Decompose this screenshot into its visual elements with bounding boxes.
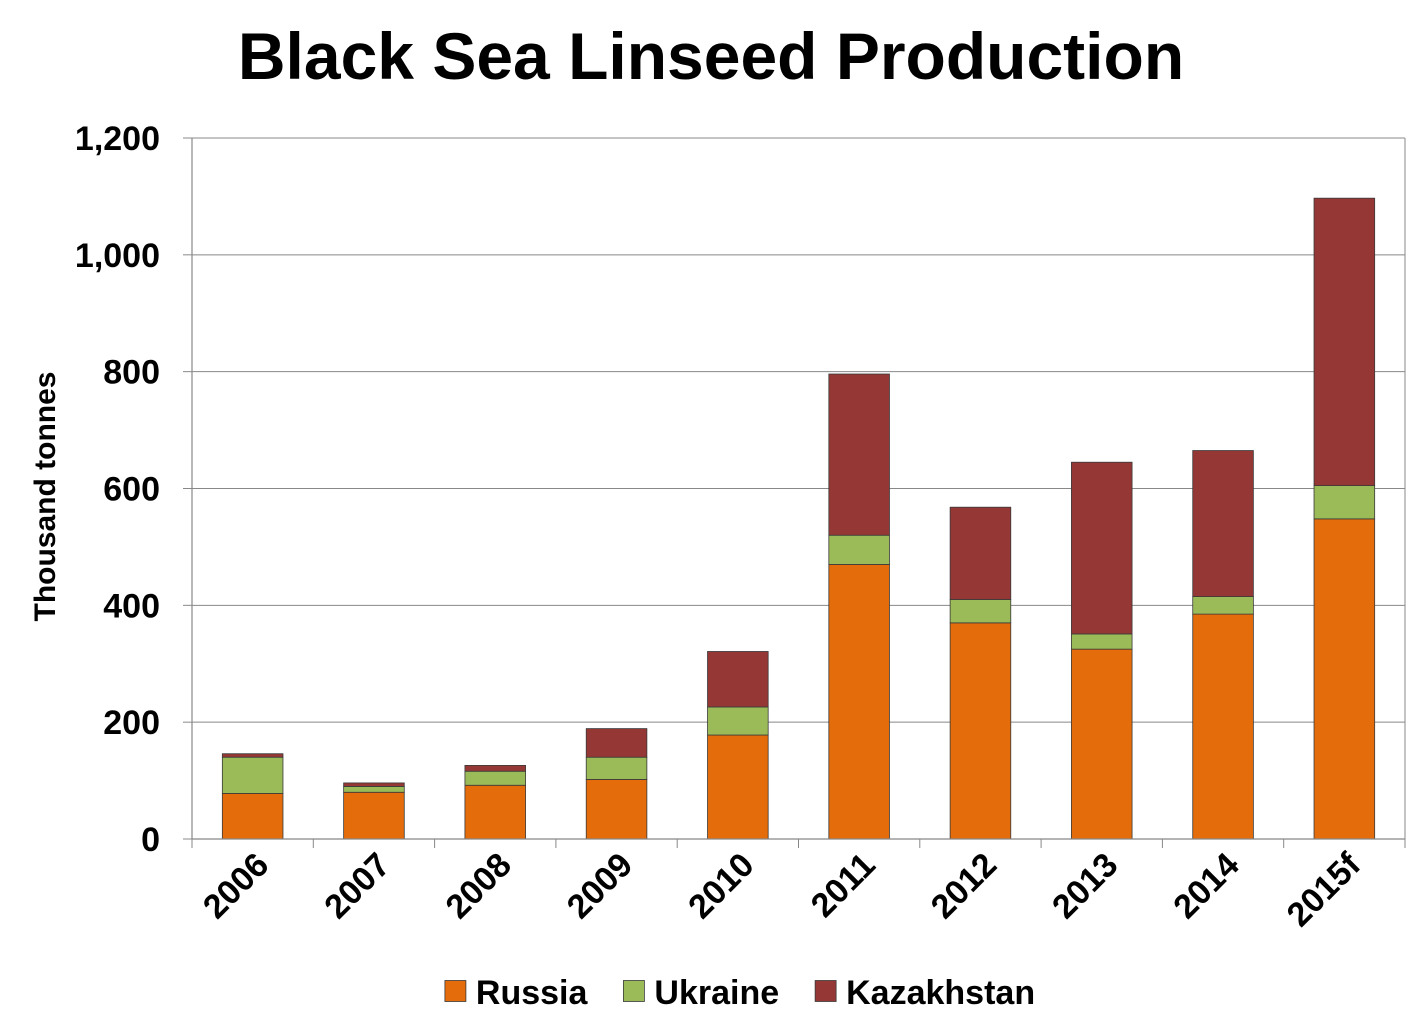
chart-title: Black Sea Linseed Production — [237, 19, 1185, 93]
y-tick-label: 200 — [103, 704, 160, 742]
bar-russia-2013 — [1071, 648, 1133, 840]
x-tick-label: 2010 — [681, 846, 761, 926]
legend-item-kazakhstan: Kazakhstan — [814, 974, 1035, 1012]
bar-kazakhstan-2007 — [343, 782, 405, 787]
bar-kazakhstan-2010 — [707, 651, 769, 708]
legend-label: Ukraine — [654, 974, 779, 1012]
x-tick-label: 2007 — [317, 846, 397, 926]
legend-item-ukraine: Ukraine — [622, 974, 779, 1012]
bar-russia-2011 — [828, 564, 890, 840]
bar-ukraine-2010 — [707, 706, 769, 736]
x-tick-label: 2008 — [439, 846, 519, 926]
legend-swatch — [622, 980, 645, 1002]
bar-ukraine-2006 — [221, 756, 284, 794]
bar-ukraine-2014 — [1192, 596, 1254, 615]
x-tick-label: 2011 — [804, 846, 883, 925]
bar-russia-2009 — [585, 779, 648, 840]
bar-ukraine-2007 — [343, 786, 405, 793]
legend-layer: Russia Ukraine Kazakhstan — [444, 974, 1035, 1012]
bar-ukraine-2009 — [585, 756, 648, 780]
bar-ukraine-2015f — [1313, 485, 1376, 520]
bar-ukraine-2008 — [464, 770, 526, 786]
legend-item-russia: Russia — [444, 974, 589, 1012]
bar-russia-2006 — [221, 793, 284, 840]
bar-russia-2012 — [949, 622, 1012, 840]
x-tick-label: 2012 — [924, 846, 1004, 926]
bar-kazakhstan-2013 — [1071, 461, 1133, 635]
bar-kazakhstan-2015f — [1313, 197, 1376, 486]
legend-label: Russia — [476, 974, 589, 1012]
bar-ukraine-2011 — [828, 534, 890, 565]
bar-kazakhstan-2011 — [828, 373, 890, 536]
bar-kazakhstan-2008 — [464, 764, 526, 772]
bar-kazakhstan-2014 — [1192, 450, 1254, 597]
x-tick-label: 2006 — [196, 846, 276, 926]
y-tick-label: 1,200 — [75, 120, 160, 158]
bar-russia-2015f — [1313, 518, 1376, 840]
grid-layer — [192, 137, 1406, 839]
x-tick-label: 2009 — [560, 846, 640, 926]
y-tick-label: 0 — [141, 821, 160, 859]
y-tick-label: 1,000 — [75, 237, 160, 275]
y-tick-label: 800 — [103, 354, 160, 392]
bar-russia-2007 — [343, 791, 405, 840]
legend-label: Kazakhstan — [846, 974, 1035, 1012]
x-tick-label: 2013 — [1045, 846, 1125, 926]
bar-kazakhstan-2009 — [585, 728, 648, 758]
bar-ukraine-2012 — [949, 599, 1012, 624]
y-axis-label: Thousand tonnes — [29, 372, 62, 622]
y-tick-label: 600 — [103, 471, 160, 509]
bar-russia-2010 — [707, 734, 769, 840]
x-tick-label: 2014 — [1166, 846, 1246, 926]
x-tick-label: 2015f — [1280, 845, 1369, 934]
legend-swatch — [814, 980, 837, 1002]
bar-kazakhstan-2006 — [221, 753, 284, 758]
legend-swatch — [444, 980, 467, 1002]
bar-russia-2008 — [464, 784, 526, 840]
bar-russia-2014 — [1192, 613, 1254, 840]
bars-layer — [221, 197, 1376, 840]
y-tick-label: 400 — [103, 587, 160, 625]
bar-ukraine-2013 — [1071, 633, 1133, 650]
bar-kazakhstan-2012 — [949, 506, 1012, 600]
